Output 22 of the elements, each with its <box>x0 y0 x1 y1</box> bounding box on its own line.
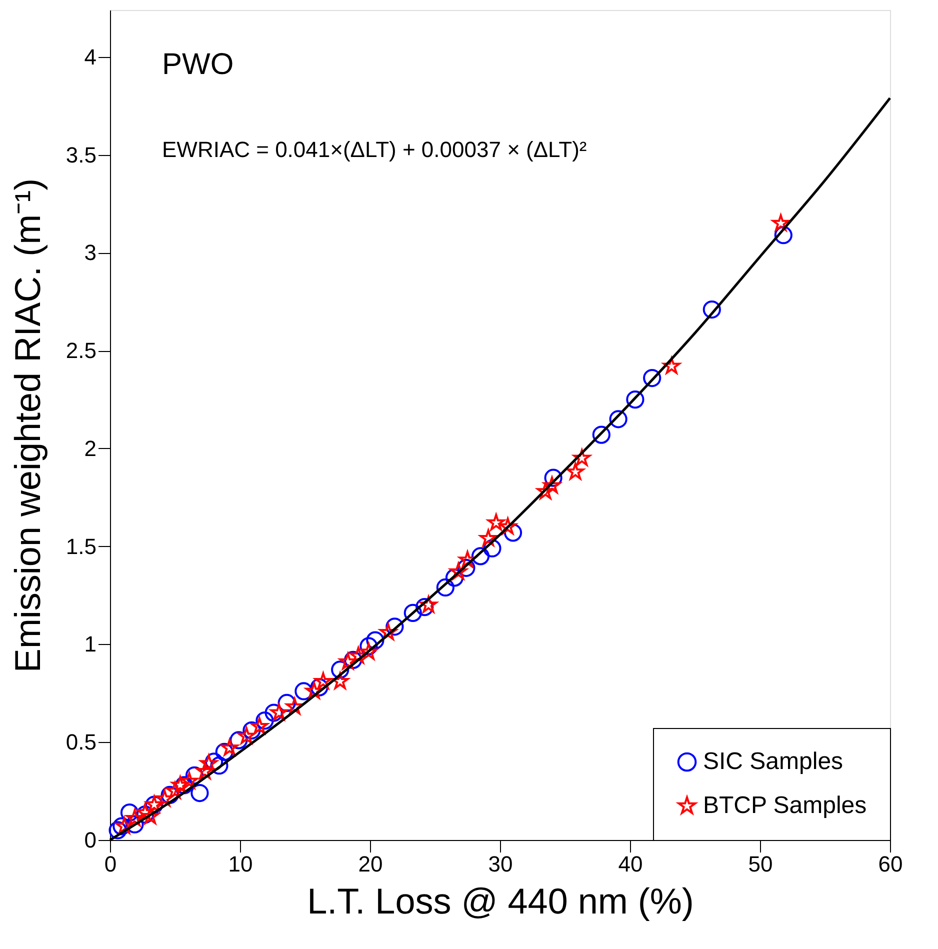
y-tick-label: 4 <box>84 44 96 70</box>
x-tick-label: 40 <box>618 852 643 876</box>
annotation: EWRIAC = 0.041×(ΔLT) + 0.00037 × (ΔLT)² <box>162 137 587 162</box>
legend-label: SIC Samples <box>703 748 844 775</box>
legend-label: BTCP Samples <box>703 792 867 819</box>
x-tick-label: 50 <box>748 852 773 876</box>
y-tick-label: 0 <box>84 828 96 852</box>
y-tick-label: 3.5 <box>66 142 96 168</box>
x-tick-label: 20 <box>358 852 383 876</box>
x-tick-label: 10 <box>228 852 253 876</box>
x-tick-label: 60 <box>878 852 903 876</box>
annotation: PWO <box>162 48 234 81</box>
x-axis-title: L.T. Loss @ 440 nm (%) <box>307 880 694 922</box>
y-tick-label: 2 <box>84 436 96 461</box>
y-tick-label: 1.5 <box>66 534 96 559</box>
y-tick-label: 0.5 <box>66 730 96 755</box>
y-tick-label: 2.5 <box>66 338 96 364</box>
y-tick-label: 3 <box>84 240 96 266</box>
x-tick-label: 30 <box>488 852 513 876</box>
y-tick-label: 1 <box>84 632 96 657</box>
y-axis-title: Emission weighted RIAC. (m⁻¹) <box>6 178 48 673</box>
x-tick-label: 0 <box>104 852 117 876</box>
